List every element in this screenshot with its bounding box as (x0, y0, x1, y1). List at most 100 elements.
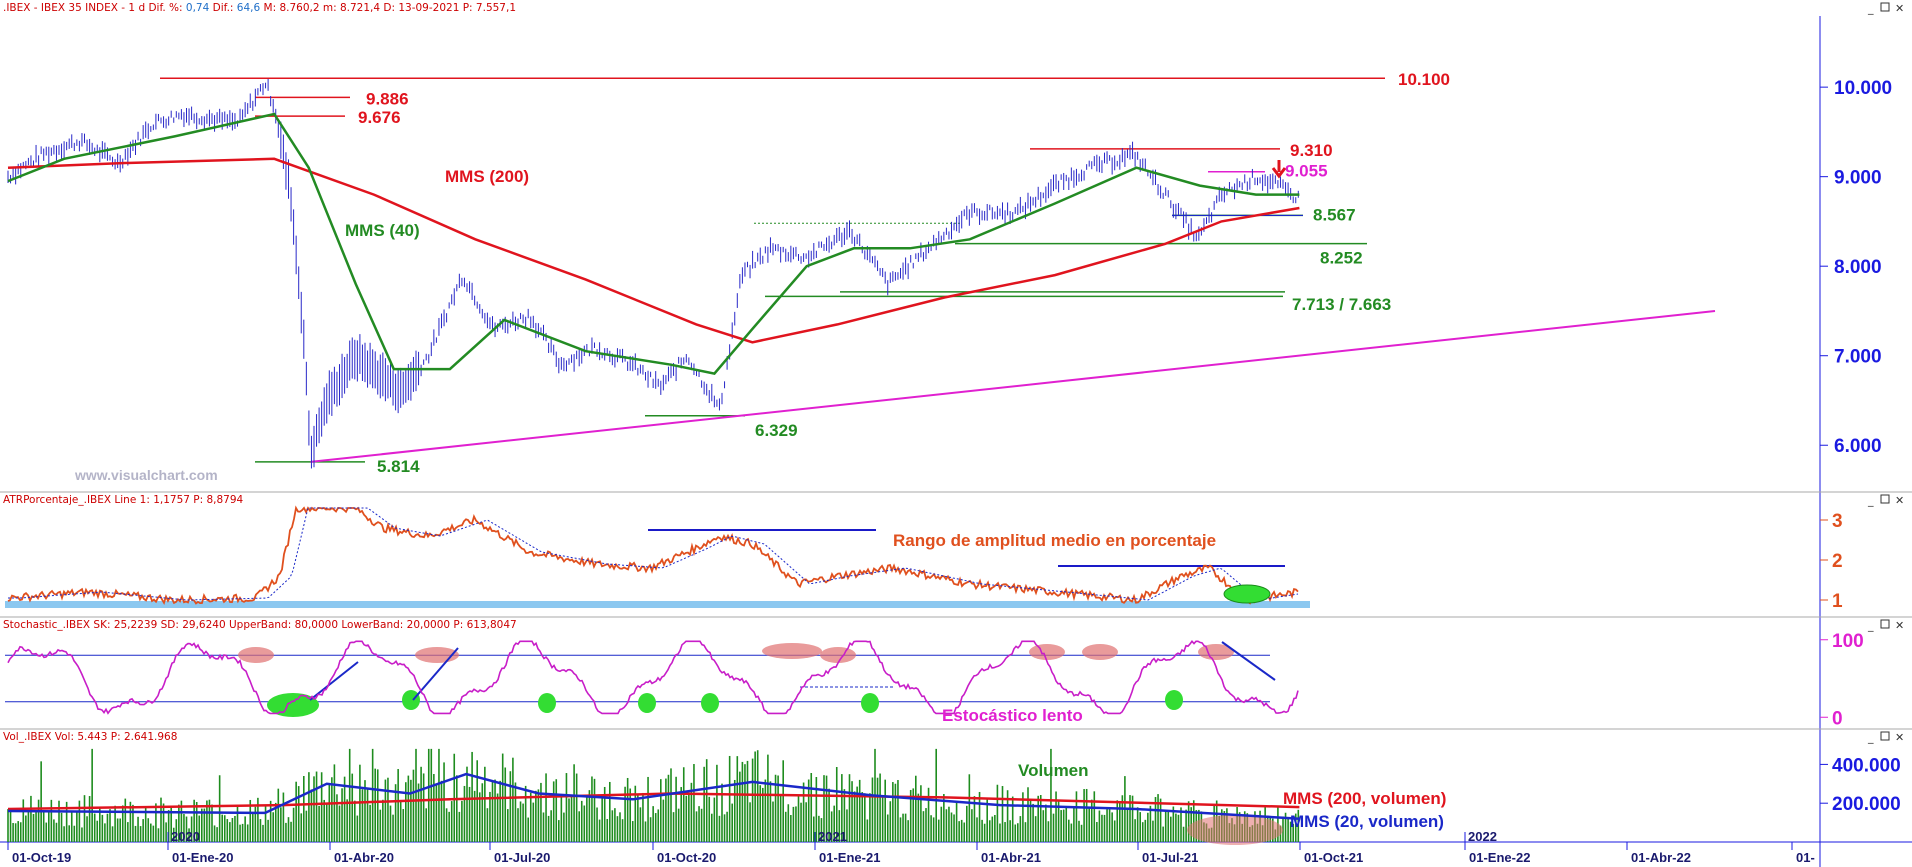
series-line-mms-200- (7, 157, 1300, 344)
minimize-icon[interactable]: _ (1867, 731, 1874, 744)
y-tick-label: 10.000 (1834, 78, 1892, 99)
level-label: 7.713 / 7.663 (1292, 295, 1391, 314)
level-label: 9.886 (366, 89, 409, 108)
atr-panel: ATRPorcentaje_.IBEX Line 1: 1,1757 P: 8,… (3, 494, 1904, 612)
price-panel-title: .IBEX - IBEX 35 INDEX - 1 d Dif. %: 0,74… (3, 2, 516, 14)
close-icon[interactable]: ✕ (1895, 494, 1904, 507)
overbought-ellipse (1082, 644, 1118, 660)
year-label: 2020 (171, 829, 200, 844)
y-tick-label: 3 (1832, 511, 1843, 532)
y-tick-label: 1 (1832, 591, 1843, 612)
highlight-ellipse (1187, 815, 1283, 845)
stochastic-panel-title: Stochastic_.IBEX SK: 25,2239 SD: 29,6240… (3, 619, 517, 631)
close-icon[interactable]: ✕ (1895, 619, 1904, 632)
price-axis: 10.000 9.000 8.000 7.000 6.000 (1820, 78, 1892, 457)
maximize-icon[interactable] (1880, 619, 1890, 629)
y-tick-label: 9.000 (1834, 168, 1882, 189)
x-tick-label: 01- (1796, 850, 1815, 865)
atr-panel-title: ATRPorcentaje_.IBEX Line 1: 1,1757 P: 8,… (3, 494, 244, 506)
window-controls-price[interactable]: _ ✕ (1867, 2, 1904, 15)
oversold-ellipse (861, 693, 879, 713)
year-label: 2022 (1468, 829, 1497, 844)
atr-baseline-band (5, 601, 1310, 608)
minimize-icon[interactable]: _ (1867, 619, 1874, 632)
level-label: 6.329 (755, 421, 798, 440)
volume-annotation: Volumen (1018, 761, 1089, 780)
maximize-icon[interactable] (1880, 2, 1890, 12)
price-panel: .IBEX - IBEX 35 INDEX - 1 d Dif. %: 0,74… (0, 0, 1912, 16)
oversold-ellipse (1165, 690, 1183, 710)
minimize-icon[interactable]: _ (1867, 2, 1874, 15)
x-tick-label: 01-Oct-21 (1304, 850, 1363, 865)
volume-panel-title: Vol_.IBEX Vol: 5.443 P: 2.641.968 (3, 731, 177, 743)
x-tick-label: 01-Ene-21 (819, 850, 880, 865)
stochastic-trendline (1221, 641, 1276, 681)
down-arrow-icon (1271, 160, 1287, 179)
close-icon[interactable]: ✕ (1895, 2, 1904, 15)
stochastic-panel: Stochastic_.IBEX SK: 25,2239 SD: 29,6240… (3, 619, 1904, 729)
minimize-icon[interactable]: _ (1867, 494, 1874, 507)
overbought-ellipse (238, 647, 274, 663)
stochastic-annotation: Estocástico lento (942, 706, 1083, 725)
volume-ma-line (7, 772, 1300, 820)
x-tick-label: 01-Ene-22 (1469, 850, 1530, 865)
mms40-label: MMS (40) (345, 221, 420, 240)
level-label: 9.676 (358, 108, 401, 127)
x-tick-label: 01-Ene-20 (172, 850, 233, 865)
stochastic-line (7, 640, 1299, 715)
trendline (310, 309, 1716, 463)
x-tick-label: 01-Abr-20 (334, 850, 394, 865)
close-icon[interactable]: ✕ (1895, 731, 1904, 744)
y-tick-label: 7.000 (1834, 347, 1882, 368)
y-tick-label: 6.000 (1834, 436, 1882, 457)
window-controls-atr[interactable]: _ ✕ (1867, 494, 1904, 507)
y-tick-label: 100 (1832, 631, 1864, 652)
maximize-icon[interactable] (1880, 731, 1890, 741)
support-resistance-levels (160, 77, 1716, 463)
oversold-ellipse (638, 693, 656, 713)
level-label: 8.567 (1313, 205, 1356, 224)
oversold-ellipse (402, 690, 420, 710)
x-tick-label: 01-Oct-20 (657, 850, 716, 865)
moving-averages (7, 112, 1300, 375)
overbought-ellipse (1029, 644, 1065, 660)
y-tick-label: 400.000 (1832, 755, 1901, 776)
volume-mms200-label: MMS (200, volumen) (1283, 789, 1446, 808)
watermark: www.visualchart.com (74, 467, 218, 483)
maximize-icon[interactable] (1880, 494, 1890, 504)
level-label: 8.252 (1320, 249, 1363, 268)
mms200-label: MMS (200) (445, 167, 529, 186)
price-bars (7, 79, 1299, 469)
y-tick-label: 0 (1832, 708, 1843, 729)
volume-ma-line (7, 792, 1300, 811)
overbought-ellipse (820, 647, 856, 663)
window-controls-vol[interactable]: _ ✕ (1867, 731, 1904, 744)
level-label: 9.055 (1285, 162, 1328, 181)
y-tick-label: 8.000 (1834, 257, 1882, 278)
y-tick-label: 200.000 (1832, 794, 1901, 815)
x-tick-label: 01-Jul-21 (1142, 850, 1198, 865)
year-label: 2021 (818, 829, 847, 844)
oversold-ellipse (538, 693, 556, 713)
series-line-mms-40- (7, 112, 1300, 375)
oversold-ellipse (701, 693, 719, 713)
window-controls-stoch[interactable]: _ ✕ (1867, 619, 1904, 632)
level-label: 9.310 (1290, 141, 1333, 160)
atr-line (7, 505, 1299, 605)
atr-signal-line (8, 507, 1299, 601)
level-label: 10.100 (1398, 70, 1450, 89)
x-tick-label: 01-Oct-19 (12, 850, 71, 865)
x-tick-label: 01-Abr-22 (1631, 850, 1691, 865)
highlight-ellipse (1223, 584, 1271, 604)
y-tick-label: 2 (1832, 551, 1843, 572)
volume-mms20-label: MMS (20, volumen) (1290, 812, 1444, 831)
x-tick-label: 01-Abr-21 (981, 850, 1041, 865)
atr-annotation: Rango de amplitud medio en porcentaje (893, 531, 1216, 550)
volume-panel: Vol_.IBEX Vol: 5.443 P: 2.641.968 _ ✕ 40… (3, 731, 1904, 845)
overbought-ellipse (762, 643, 822, 659)
x-tick-label: 01-Jul-20 (494, 850, 550, 865)
x-axis: 01-Oct-19 01-Ene-20 01-Abr-20 01-Jul-20 01-O… (7, 829, 1815, 865)
level-label: 5.814 (377, 457, 420, 476)
